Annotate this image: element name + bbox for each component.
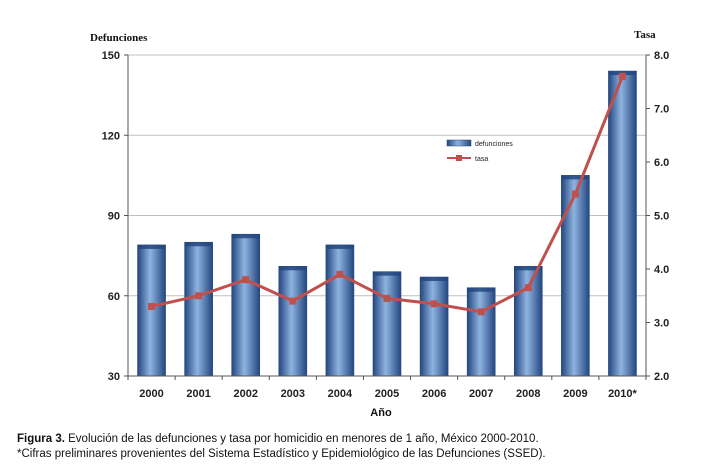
point-tasa xyxy=(383,294,391,302)
point-tasa xyxy=(336,270,344,278)
point-tasa xyxy=(242,276,250,284)
legend-swatch-defunciones xyxy=(446,139,472,147)
x-tick-label: 2008 xyxy=(516,388,540,400)
y-tick-label: 90 xyxy=(108,211,120,223)
x-tick-label: 2004 xyxy=(328,388,353,400)
bar-defunciones xyxy=(278,266,308,377)
point-tasa xyxy=(571,190,579,198)
figure-caption: Figura 3. Evolución de las defunciones y… xyxy=(17,432,697,462)
bar-defunciones xyxy=(184,241,213,377)
figure-note: *Cifras preliminares provenientes del Si… xyxy=(17,448,546,460)
figure-caption-text: Evolución de las defunciones y tasa por … xyxy=(64,433,539,445)
x-tick-label: 2006 xyxy=(422,388,446,400)
bar-top-bevel xyxy=(467,287,496,292)
bar-defunciones xyxy=(231,233,261,377)
legend-swatch-tasa-marker xyxy=(456,155,462,161)
y2-tick-label: 2.0 xyxy=(654,371,669,383)
point-tasa xyxy=(477,308,485,316)
y2-tick-label: 5.0 xyxy=(654,211,669,223)
y2-tick-label: 7.0 xyxy=(654,104,669,116)
y2-tick-label: 8.0 xyxy=(654,50,669,62)
point-tasa xyxy=(618,72,626,80)
x-tick-label: 2002 xyxy=(233,388,257,400)
bar-defunciones xyxy=(372,271,402,377)
bar-top-bevel xyxy=(561,175,590,180)
legend-label-defunciones: defunciones xyxy=(475,141,513,148)
bar-top-bevel xyxy=(137,244,166,249)
bar-defunciones xyxy=(466,287,496,377)
bar-top-bevel xyxy=(420,277,449,282)
bar-defunciones xyxy=(137,244,166,377)
bar-top-bevel xyxy=(278,266,307,271)
y2-tick-label: 4.0 xyxy=(654,264,669,276)
bar-top-bevel xyxy=(325,244,354,249)
x-tick-label: 2001 xyxy=(186,388,210,400)
y-tick-label: 150 xyxy=(102,50,120,62)
y-tick-label: 120 xyxy=(102,130,120,142)
y2-tick-label: 6.0 xyxy=(654,157,669,169)
x-tick-label: 2007 xyxy=(469,388,493,400)
bar-defunciones xyxy=(513,266,543,377)
y2-axis-title: Tasa xyxy=(634,29,656,41)
bar-top-bevel xyxy=(373,271,401,276)
legend-label-tasa: tasa xyxy=(475,156,488,163)
bar-defunciones xyxy=(561,175,590,377)
figure-label: Figura 3. xyxy=(17,433,65,445)
bar-top-bevel xyxy=(231,234,260,239)
point-tasa xyxy=(195,292,203,300)
bar-top-bevel xyxy=(184,242,213,247)
y-axis-title: Defunciones xyxy=(90,32,148,44)
x-tick-label: 2005 xyxy=(375,388,399,400)
y2-tick-label: 3.0 xyxy=(654,318,669,330)
bar-top-bevel xyxy=(514,266,543,271)
point-tasa xyxy=(289,297,297,305)
bar-defunciones xyxy=(419,276,449,377)
combo-chart: 30 60 90 120 150 2.0 3.0 4.0 5.0 6.0 7.0 8.0 2000 200… xyxy=(90,29,669,419)
x-tick-label: 2009 xyxy=(563,388,587,400)
point-tasa xyxy=(430,300,438,308)
y-tick-label: 30 xyxy=(108,371,120,383)
point-tasa xyxy=(524,284,532,292)
x-tick-label: 2000 xyxy=(139,388,163,400)
bar-defunciones xyxy=(325,244,355,377)
y-tick-label: 60 xyxy=(108,291,120,303)
bar-defunciones xyxy=(608,70,637,377)
x-tick-label: 2010* xyxy=(608,388,637,400)
x-axis-title: Año xyxy=(370,407,392,419)
x-tick-label: 2003 xyxy=(281,388,305,400)
point-tasa xyxy=(148,302,156,310)
